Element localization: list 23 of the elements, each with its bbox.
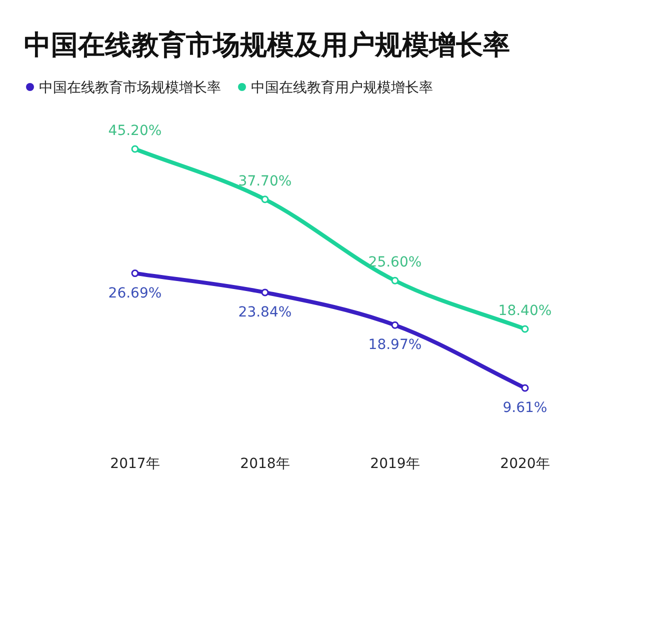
- legend-label: 中国在线教育用户规模增长率: [251, 79, 433, 96]
- data-label: 37.70%: [238, 173, 292, 190]
- point: [391, 321, 399, 329]
- point: [131, 270, 139, 278]
- point: [521, 325, 529, 333]
- point: [391, 276, 399, 284]
- x-tick-label: 2019年: [370, 456, 420, 472]
- x-tick-label: 2018年: [240, 456, 290, 472]
- data-label: 18.97%: [368, 337, 422, 354]
- chart-title: 中国在线教育市场规模及用户规模增长率: [24, 30, 510, 61]
- data-label: 26.69%: [108, 285, 162, 302]
- x-tick-label: 2017年: [110, 456, 160, 472]
- point: [131, 145, 139, 153]
- data-label: 18.40%: [498, 302, 552, 319]
- point: [521, 384, 529, 392]
- legend-label: 中国在线教育市场规模增长率: [39, 79, 221, 96]
- point: [261, 288, 269, 296]
- data-label: 23.84%: [238, 304, 292, 320]
- data-label: 9.61%: [502, 400, 548, 416]
- point: [261, 196, 269, 204]
- data-label: 45.20%: [108, 123, 162, 139]
- data-label: 25.60%: [368, 254, 422, 271]
- x-tick-label: 2020年: [500, 456, 550, 472]
